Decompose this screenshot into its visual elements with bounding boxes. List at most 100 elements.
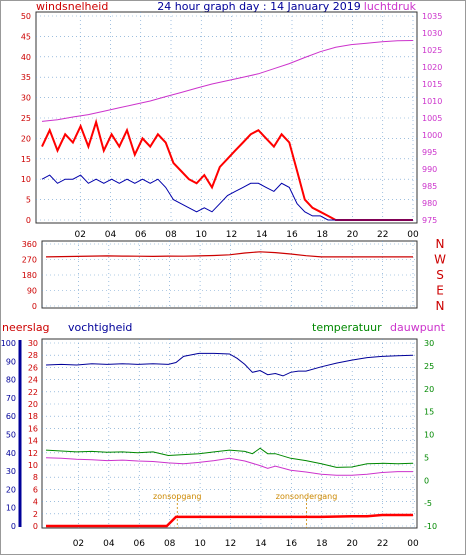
series-line-gust [41,118,413,221]
y-left-tick-label: 50 [21,12,31,21]
y-left-tick-label: 5 [26,196,31,205]
y-left-tick-label: 10 [21,175,31,184]
x-tick-label: 04 [103,539,115,549]
y-humidity-tick-label: 8 [33,473,38,482]
x-tick-label: 04 [105,230,117,240]
x-tick-label: 20 [347,230,359,240]
y-humidity-tick-label: 6 [33,485,38,494]
y-right-tick-label: 1020 [422,63,442,72]
y-right-tick-label: 995 [422,148,437,157]
temperature-label: temperatuur [312,321,382,334]
y-right-tick-label: 980 [422,199,437,208]
y-humidity-tick-label: 30 [28,339,38,348]
y-humidity-tick-label: 2 [33,510,38,519]
y-rain-tick-label: 40 [6,449,16,458]
x-tick-label: 00 [407,230,419,240]
y-humidity-tick-label: 26 [28,363,38,372]
x-tick-label: 12 [225,539,236,549]
y-humidity-tick-label: 24 [28,376,38,385]
y-rain-tick-label: 30 [6,467,16,476]
compass-label: W [434,253,446,267]
panel-frame [41,338,418,529]
x-tick-label: 14 [256,230,268,240]
y-tick-label: 270 [22,256,37,265]
y-humidity-tick-label: 18 [28,412,38,421]
series-line-humidity [45,352,414,377]
y-rain-tick-label: 100 [1,339,16,348]
y-left-tick-label: 25 [21,114,31,123]
x-tick-label: 22 [377,539,388,549]
compass-label: S [436,268,444,282]
y-right-tick-label: 1010 [422,97,442,106]
y-left-tick-label: 15 [21,155,31,164]
series-line-temperature [45,447,414,468]
x-tick-label: 14 [255,539,267,549]
x-tick-label: 00 [407,539,419,549]
compass-label: E [436,284,444,298]
y-left-tick-label: 40 [21,53,31,62]
y-right-tick-label: 1025 [422,46,442,55]
panel-frame [41,240,418,309]
x-tick-label: 10 [196,230,208,240]
y-rain-tick-label: 80 [6,376,16,385]
x-tick-label: 20 [346,539,358,549]
x-tick-label: 02 [73,539,84,549]
wind-label: windsnelheid [36,0,108,13]
x-tick-label: 16 [286,230,298,240]
y-humidity-tick-label: 4 [33,498,38,507]
y-right-tick-label: 1005 [422,114,442,123]
y-temperature-tick-label: -10 [424,522,437,531]
sunrise-label: zonsopgang [153,492,201,501]
x-tick-label: 06 [134,539,146,549]
y-rain-tick-label: 90 [6,357,16,366]
y-right-tick-label: 985 [422,182,437,191]
pressure-label: luchtdruk [364,0,417,13]
y-rain-tick-label: 70 [6,394,16,403]
y-rain-tick-label: 50 [6,431,16,440]
x-tick-label: 06 [135,230,147,240]
y-left-tick-label: 45 [21,32,31,41]
x-tick-label: 02 [75,230,86,240]
y-temperature-tick-label: 0 [424,476,429,485]
x-tick-label: 16 [286,539,298,549]
y-left-tick-label: 30 [21,94,31,103]
y-left-tick-label: 20 [21,134,31,143]
series-line-avg [41,174,413,221]
y-right-tick-label: 1030 [422,29,442,38]
y-temperature-tick-label: 20 [424,385,434,394]
y-temperature-tick-label: 15 [424,408,434,417]
y-tick-label: 90 [27,287,37,296]
y-temperature-tick-label: 25 [424,362,434,371]
y-right-tick-label: 1035 [422,12,442,21]
y-right-tick-label: 1015 [422,80,442,89]
x-tick-label: 08 [165,230,177,240]
x-tick-label: 10 [194,539,206,549]
panel-frame [35,11,418,224]
x-tick-label: 12 [226,230,237,240]
y-tick-label: 0 [32,302,37,311]
y-right-tick-label: 975 [422,216,437,225]
y-rain-tick-label: 20 [6,485,16,494]
y-humidity-tick-label: 0 [33,522,38,531]
y-left-tick-label: 0 [26,216,31,225]
y-tick-label: 360 [22,240,37,249]
y-humidity-tick-label: 16 [28,424,38,433]
y-humidity-tick-label: 14 [28,437,38,446]
x-tick-label: 18 [316,539,328,549]
dewpoint-label: dauwpunt [390,321,446,334]
chart-title: 24 hour graph day : 14 January 2019 [157,0,361,13]
series-line-dewpoint [45,457,413,476]
rain-label: neerslag [2,321,50,334]
y-temperature-tick-label: 10 [424,431,434,440]
compass-label: N [436,237,445,251]
y-right-tick-label: 1000 [422,131,442,140]
humidity-label: vochtigheid [68,321,132,334]
y-rain-tick-label: 0 [11,522,16,531]
series-line-rain [46,513,413,528]
x-tick-label: 18 [317,230,329,240]
y-left-tick-label: 35 [21,73,31,82]
compass-label: N [436,299,445,313]
